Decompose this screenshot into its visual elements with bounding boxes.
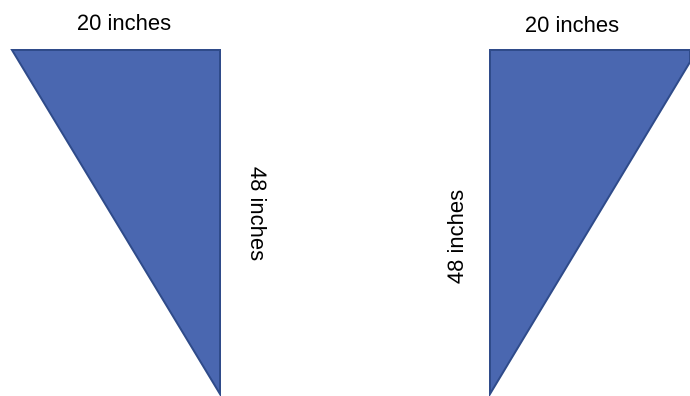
right-triangle-top-label: 20 inches <box>525 12 619 37</box>
right-triangle-side-label: 48 inches <box>443 190 468 284</box>
left-triangle <box>10 49 221 396</box>
left-triangle-side-label: 48 inches <box>246 167 271 261</box>
right-triangle <box>489 49 690 396</box>
left-triangle-top-label: 20 inches <box>77 10 171 35</box>
